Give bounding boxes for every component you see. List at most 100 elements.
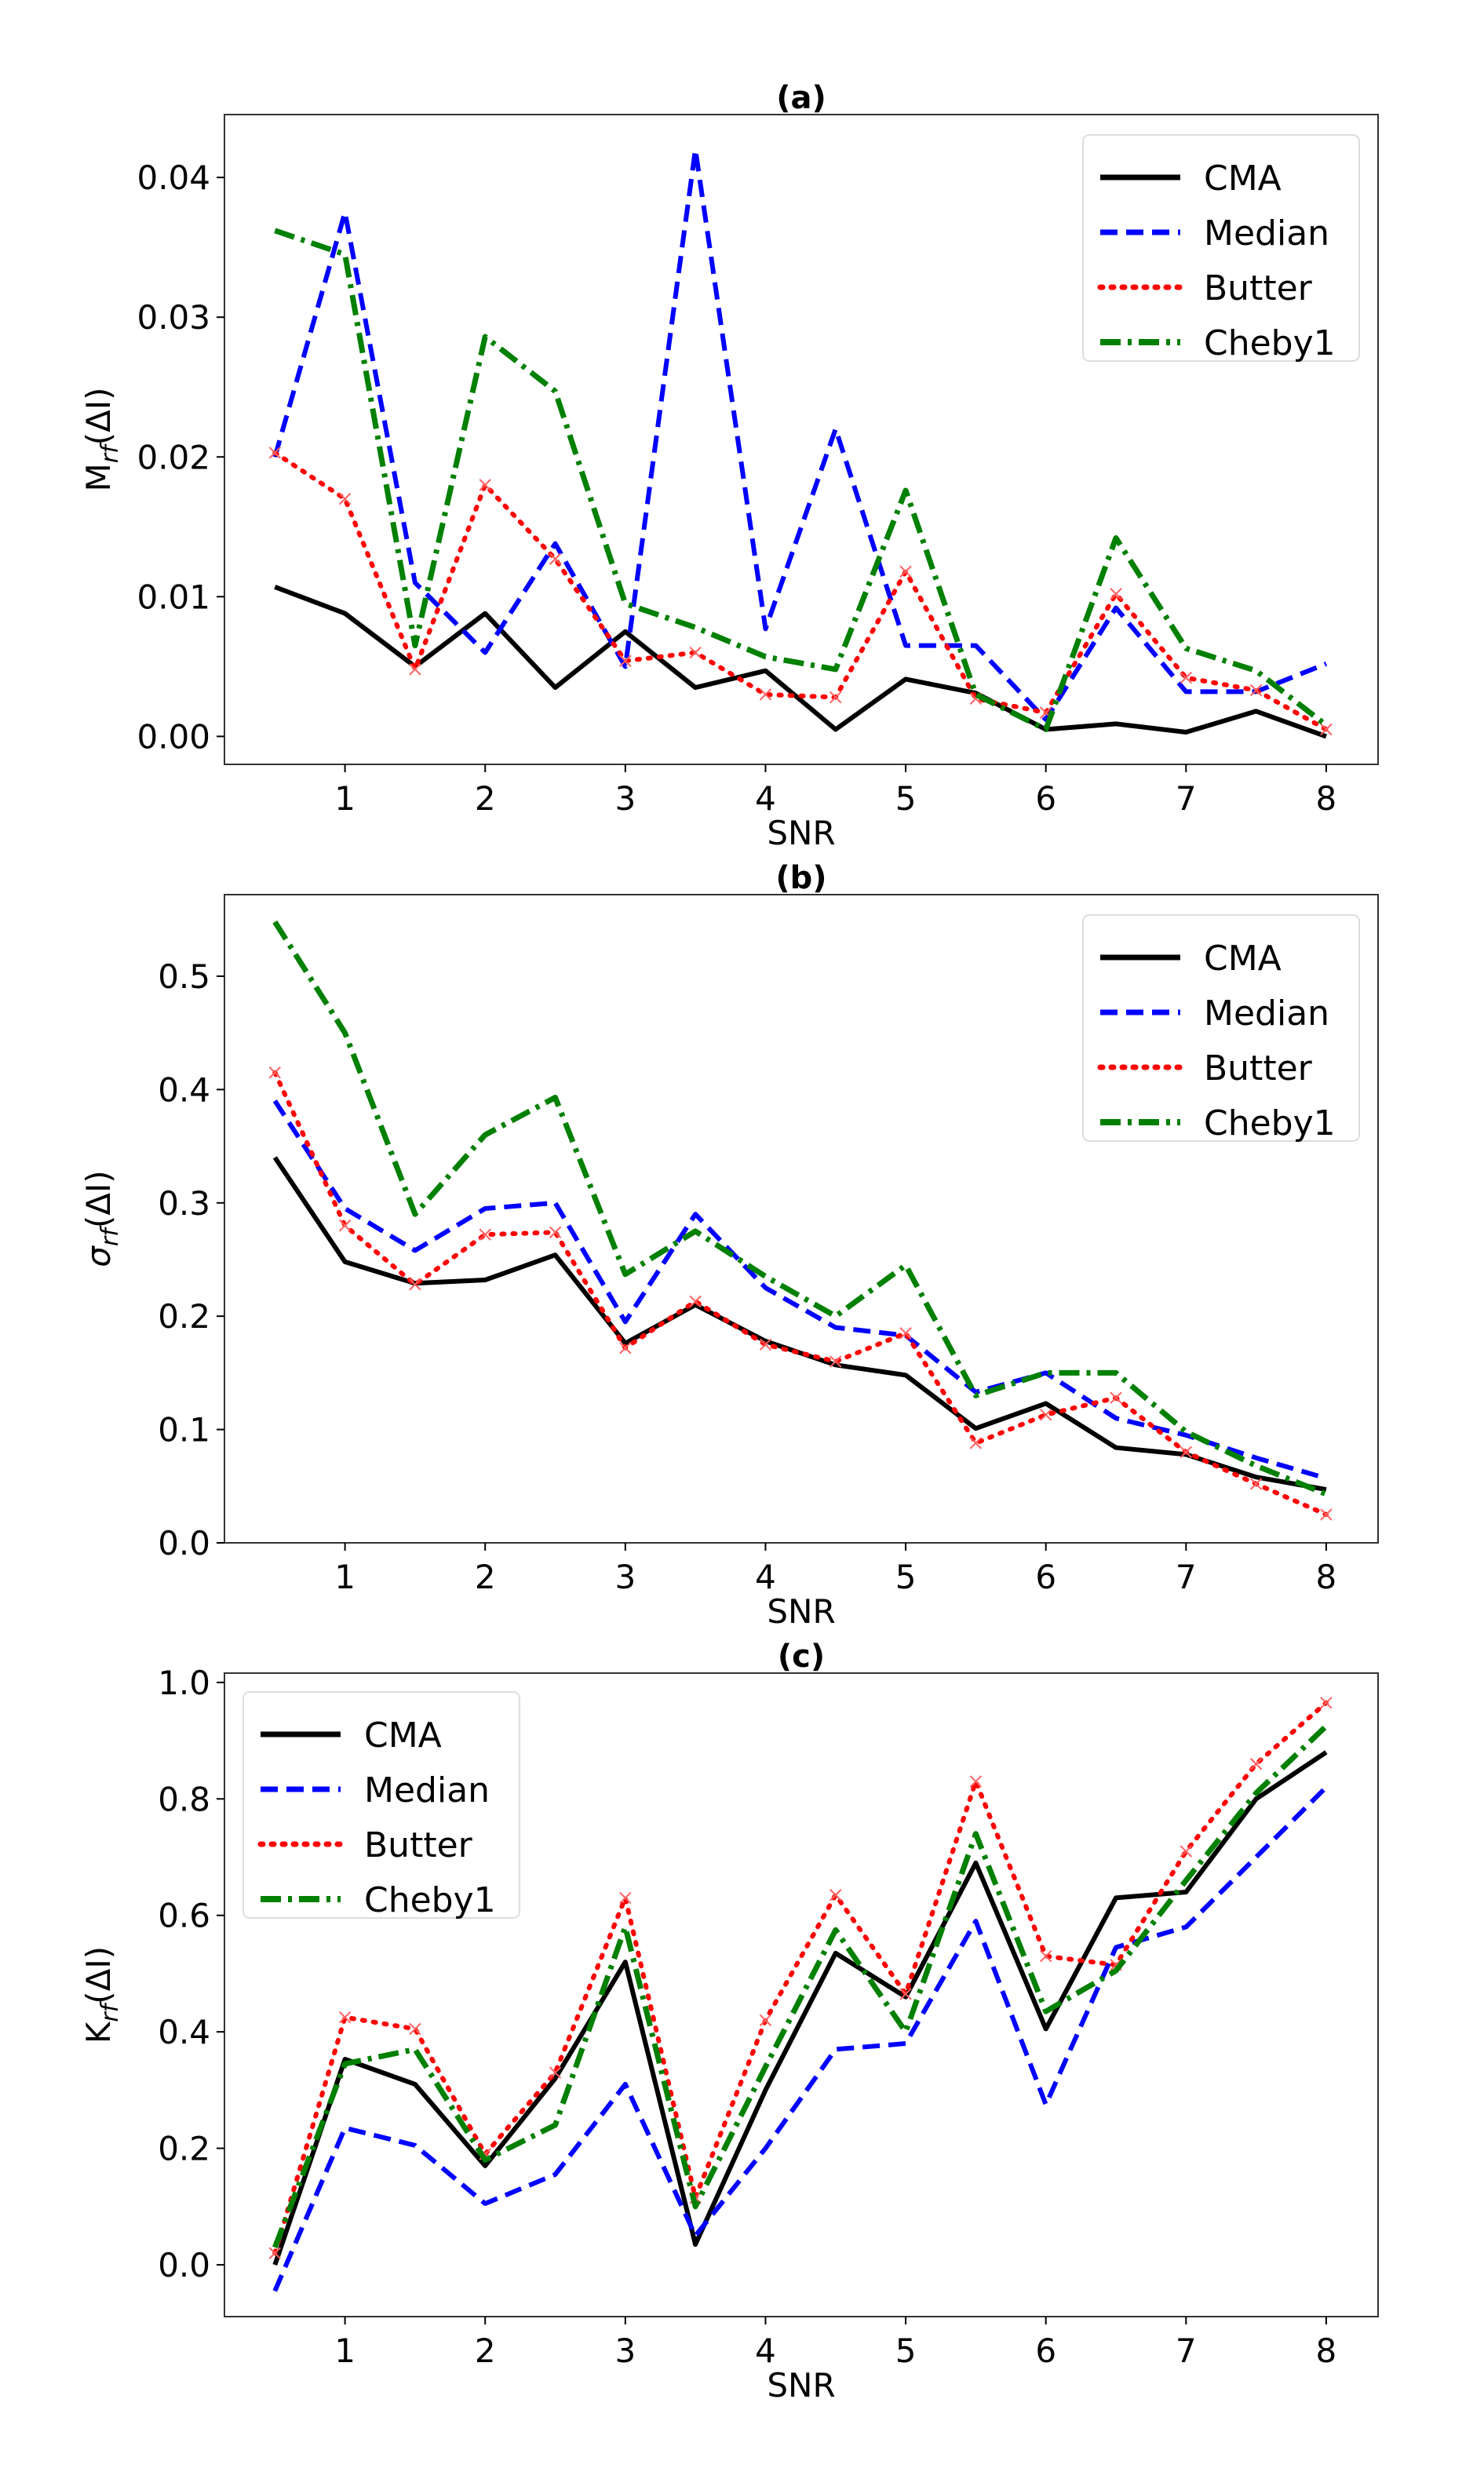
x-tick-label: 3	[614, 779, 636, 818]
data-point	[409, 2022, 421, 2036]
subplot-a: 1 2 3 4 5 6 7 8 0.00 0.01 0.02 0.03 0.04 (a) SNR Mrf(ΔI…	[79, 80, 1379, 852]
y-label-rest: (ΔI)	[79, 1170, 118, 1228]
y-tick-label: 0.6	[158, 1897, 210, 1935]
y-tick-label: 0.4	[158, 1070, 210, 1109]
y-axis-label: σrf(ΔI)	[79, 1170, 124, 1267]
legend-item-cheby1: Cheby1	[261, 1880, 496, 1920]
data-point	[689, 646, 702, 659]
data-point	[268, 447, 282, 459]
legend-label: Median	[1204, 213, 1329, 253]
subplot-c: 1 2 3 4 5 6 7 8 0.0 0.2 0.4 0.6 0.8 1.0 (c) SNR Krf(ΔI) C…	[79, 1639, 1379, 2405]
data-point	[759, 1338, 772, 1351]
subplot-b: 1 2 3 4 5 6 7 8 0.0 0.1 0.2 0.3 0.4 0.5 (b) SNR σrf(ΔI) C…	[79, 860, 1379, 1631]
x-tick-label: 5	[895, 1558, 917, 1596]
legend: CMA Median Butter Cheby1	[242, 1691, 520, 1920]
data-point	[1320, 1697, 1333, 1709]
y-tick-label: 0.5	[158, 957, 210, 996]
legend-item-cma: CMA	[1100, 939, 1282, 979]
legend-item-cheby1: Cheby1	[1100, 1103, 1336, 1143]
data-point	[619, 1341, 632, 1354]
legend-label: Cheby1	[1204, 1103, 1336, 1143]
x-tick-label: 7	[1176, 779, 1197, 818]
data-point	[268, 1066, 282, 1079]
x-tick-label: 5	[895, 2332, 917, 2370]
legend-item-median: Median	[1100, 213, 1329, 253]
data-point	[1039, 1949, 1052, 1963]
data-point	[619, 654, 632, 667]
y-tick-label: 1.0	[158, 1664, 210, 1702]
y-tick-label: 0.00	[137, 717, 210, 756]
y-tick-label: 0.01	[137, 578, 210, 616]
data-point	[689, 1295, 702, 1308]
data-point	[549, 1226, 562, 1239]
data-point	[1180, 671, 1193, 684]
x-tick-label: 7	[1176, 1558, 1197, 1596]
y-axis-label: Mrf(ΔI)	[79, 387, 124, 491]
legend-box	[242, 1691, 520, 1919]
data-point	[479, 1228, 491, 1241]
series-line-median	[272, 1785, 1329, 2292]
series-line-cma	[272, 1156, 1327, 1493]
legend-label: Cheby1	[1204, 323, 1336, 363]
legend-box	[1082, 914, 1360, 1142]
y-tick-label: 0.04	[137, 159, 210, 197]
axes-frame	[224, 1672, 1379, 2317]
y-label-sub: rf	[97, 2000, 124, 2022]
x-axis-label: SNR	[767, 814, 835, 852]
legend-label: Median	[364, 1770, 490, 1810]
series-line-median	[272, 1099, 1327, 1481]
y-tick-label: 0.03	[137, 298, 210, 337]
data-point	[1320, 1508, 1333, 1521]
x-tick-label: 1	[334, 779, 356, 818]
series-cma	[272, 1750, 1328, 2266]
x-tick-label: 3	[614, 1558, 636, 1596]
legend-item-butter: Butter	[1097, 1048, 1313, 1088]
data-point	[409, 663, 421, 676]
data-point	[899, 1327, 912, 1340]
legend-label: Cheby1	[364, 1880, 496, 1920]
y-tick-label: 0.1	[158, 1411, 210, 1449]
series-cma	[272, 1156, 1327, 1493]
x-axis-label: SNR	[767, 1592, 835, 1631]
legend-label: Median	[1204, 994, 1329, 1034]
subplot-title: (b)	[775, 860, 826, 896]
y-tick-label: 0.4	[158, 2013, 210, 2051]
x-tick-label: 7	[1176, 2332, 1197, 2370]
legend-label: Butter	[1204, 268, 1313, 308]
series-median	[272, 1099, 1327, 1481]
x-tick-label: 8	[1316, 1558, 1337, 1596]
series-cheby1	[274, 228, 1329, 732]
data-point	[338, 492, 352, 505]
y-tick-label: 0.0	[158, 1524, 210, 1562]
data-point	[1110, 1391, 1122, 1404]
data-point	[1249, 1758, 1263, 1770]
legend-item-cma: CMA	[261, 1715, 442, 1756]
data-point	[830, 691, 842, 704]
y-label-main: M	[79, 463, 118, 491]
data-point	[899, 565, 912, 578]
legend-label: Butter	[364, 1825, 473, 1865]
series-median	[272, 1785, 1329, 2292]
series-butter	[268, 447, 1333, 736]
x-tick-label: 4	[755, 1558, 776, 1596]
data-point	[969, 1775, 983, 1788]
axes-frame	[224, 894, 1379, 1544]
legend-item-cma: CMA	[1100, 159, 1282, 199]
y-label-sub: rf	[97, 442, 124, 463]
y-label-sub: rf	[97, 1225, 124, 1246]
data-point	[830, 1355, 842, 1368]
y-label-main: K	[79, 2021, 118, 2044]
series-line-butter	[272, 450, 1329, 732]
y-label-rest: (ΔI)	[79, 1946, 118, 2004]
data-point	[899, 1988, 912, 2000]
data-point	[619, 1891, 632, 1905]
legend-item-median: Median	[1100, 994, 1329, 1034]
legend-item-median: Median	[261, 1770, 490, 1810]
data-point	[1320, 723, 1333, 736]
legend-label: Butter	[1204, 1048, 1313, 1088]
series-median	[272, 147, 1328, 722]
series-cheby1	[272, 1723, 1329, 2248]
subplot-title: (c)	[778, 1639, 825, 1675]
x-tick-label: 6	[1035, 2332, 1056, 2370]
